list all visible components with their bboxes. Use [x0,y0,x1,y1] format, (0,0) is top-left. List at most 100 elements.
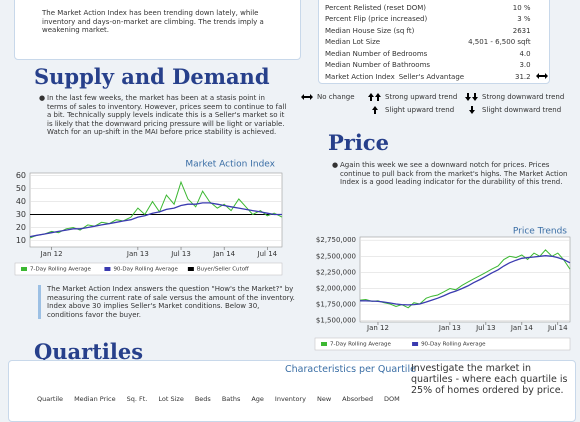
icon-no-change [535,72,548,79]
column-header: Lot Size [158,395,184,403]
plot-area [29,172,283,248]
column-header: DOM [384,395,400,403]
x-tick-label: Jan 14 [212,250,235,258]
legend-text: No change [317,93,355,101]
legend-label: 7-Day Rolling Average [330,342,392,348]
y-tick-label: 50 [16,184,26,193]
price-chart: Price Trends $1,500,000 $1,750,000 $2,000,0… [314,227,571,351]
stats-row: Median Number of Bedrooms 4.0 [323,48,551,60]
y-tick-label: 20 [16,223,26,232]
legend-swatch [187,267,194,271]
legend-item: Slight downward trend [465,106,561,114]
legend-box [14,262,283,276]
stat-status: Seller's Advantage [398,72,465,81]
column-header: Quartile [37,395,64,403]
x-tick-label: Jul 14 [547,324,568,332]
y-tick-label: $2,250,000 [316,268,356,276]
stat-value: 31.2 [514,72,531,81]
column-header: New [316,395,332,403]
bullet: ● [39,94,46,102]
stats-row: Market Action Index Seller's Advantage 31.… [323,71,551,83]
stats-row: Percent Relisted (reset DOM) 10 % [323,2,551,14]
paragraph: In the last few weeks, the market has be… [47,94,287,137]
stats-row: Median House Size (sq ft) 2631 [323,25,551,37]
series-line [29,202,282,238]
y-tick-label: $1,500,000 [316,317,356,325]
x-tick-label: Jan 13 [126,250,149,258]
price-text: ● Again this week we see a downward notch… [332,161,568,187]
spacer [533,37,551,49]
plot-area [359,236,571,323]
y-tick-label: 10 [16,236,26,245]
x-tick-label: Jan 12 [366,324,389,332]
paragraph: Again this week we see a downward notch … [340,161,568,187]
series-line [360,255,571,306]
stat-label: Percent Flip (price increased) [325,15,428,24]
column-header: Inventory [274,395,306,403]
section-heading: Quartiles [34,339,144,364]
legend-item: Strong downward trend [465,93,564,101]
legend-text: Slight upward trend [385,106,455,114]
stat-label: Percent Relisted (reset DOM) [325,3,427,12]
spacer [533,48,551,60]
quartiles-subtitle: Characteristics per Quartile [285,364,416,375]
icon-slight-down [469,106,475,114]
legend-label: 7-Day Rolling Average [30,267,92,273]
legend-swatch [21,267,27,271]
stat-value: 4.0 [519,49,531,58]
bullet: ● [332,161,339,169]
legend-text: Slight downward trend [482,106,562,114]
legend-item: No change [300,93,355,101]
icon-strong-down [465,93,478,101]
y-tick-label: 40 [16,197,26,206]
section-heading: Supply and Demand [34,64,270,89]
icon-strong-up [368,93,381,101]
column-header: Median Price [74,395,116,403]
x-tick-label: Jan 14 [510,324,533,332]
stat-label: Median Lot Size [325,38,381,47]
spacer [533,14,551,26]
spacer [533,2,551,14]
quartile-columns: Quartile Median Price Sq. Ft. Lot Size Beds B… [37,395,400,403]
stats-row: Median Lot Size 4,501 - 6,500 sqft [323,37,551,49]
quartiles-text: Investigate the market in quartiles - wh… [411,363,568,396]
stat-value: 2631 [512,26,531,35]
stats-panel: Percent Relisted (reset DOM) 10 % Percent … [318,0,550,84]
page: The Market Action Index has been trendin… [8,0,576,422]
stat-value: 4,501 - 6,500 sqft [468,38,531,47]
legend-label: 90-Day Rolling Average [113,267,178,273]
mai-description: The Market Action Index answers the ques… [38,285,295,320]
chart-title: Market Action Index [185,160,275,170]
icon-slight-up [372,106,378,114]
x-tick-label: Jul 13 [475,324,496,332]
x-tick-label: Jan 13 [438,324,461,332]
y-tick-label: 60 [16,171,26,180]
stats-table: Percent Relisted (reset DOM) 10 % Percent … [323,2,551,83]
column-header: Sq. Ft. [126,395,148,403]
y-tick-label: $2,000,000 [316,285,356,293]
legend-label: 90-Day Rolling Average [421,342,486,348]
legend-swatch [104,267,111,271]
legend-swatch [321,342,327,346]
stat-label: Median Number of Bathrooms [325,61,431,70]
icon-no-change [301,94,313,100]
legend-item: Strong upward trend [368,93,457,101]
column-header: Absorbed [342,395,373,403]
x-tick-label: Jul 13 [170,250,191,258]
mai-chart: Market Action Index 10 20 30 40 50 60 Jan 12 Jan… [14,160,283,276]
stats-row: Median Number of Bathrooms 3.0 [323,60,551,72]
stat-value: 10 % [512,3,531,12]
y-tick-label: $1,750,000 [316,301,356,309]
quartiles-panel: Characteristics per Quartile Investigate… [8,360,576,422]
y-tick-label: 30 [16,210,26,219]
stat-value: 3 % [517,15,531,24]
column-header: Age [251,395,264,403]
legend-text: Strong upward trend [385,93,458,101]
stat-label: Median Number of Bedrooms [325,49,428,58]
legend-swatch [412,342,419,346]
legend-item: Slight upward trend [368,106,454,114]
legend-text: Strong downward trend [482,93,565,101]
series-line [359,249,571,309]
section-heading: Price [328,130,389,155]
stat-label: Median House Size (sq ft) [325,26,415,35]
